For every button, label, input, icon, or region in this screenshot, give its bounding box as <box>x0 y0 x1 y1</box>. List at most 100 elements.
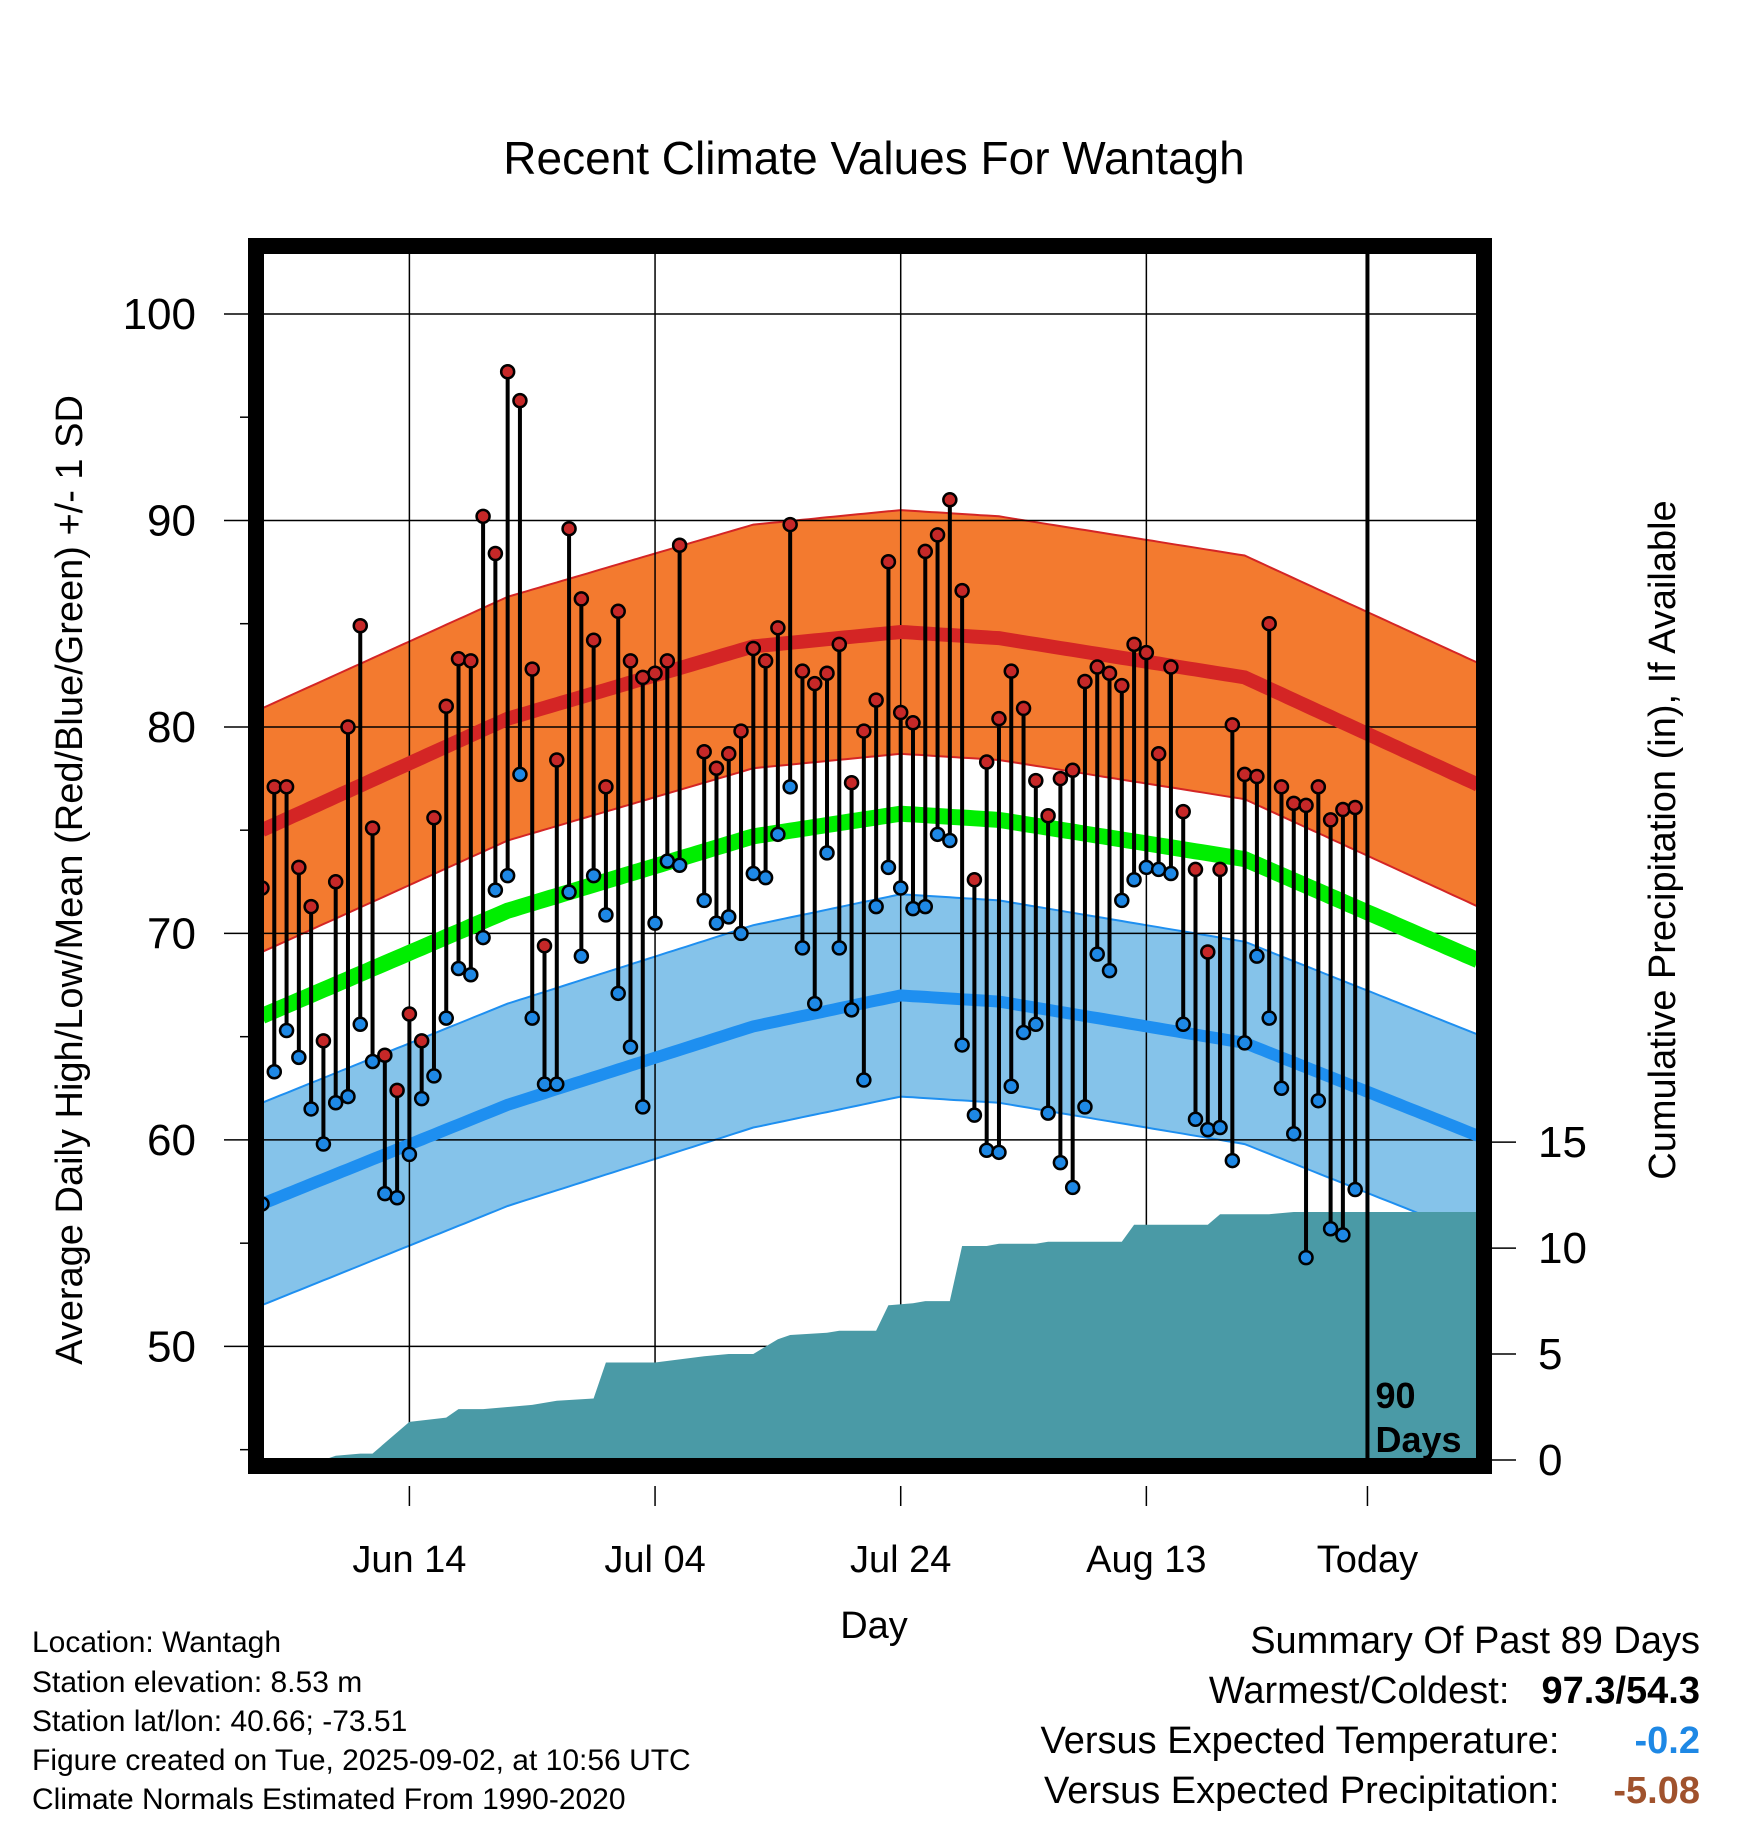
daily-high-point <box>917 543 934 560</box>
daily-high-point <box>696 743 712 760</box>
daily-low-point <box>487 882 504 898</box>
daily-high-point <box>647 665 663 682</box>
daily-low-point <box>929 826 946 843</box>
daily-high-point <box>1298 797 1314 814</box>
daily-low-point <box>1298 1249 1314 1266</box>
daily-high-point <box>291 859 307 876</box>
daily-low-point <box>733 925 749 942</box>
daily-low-point <box>1003 1078 1020 1094</box>
y-axis-label-right: Cumulative Precipitation (in), If Availa… <box>1642 500 1684 1179</box>
summary-heading: Summary Of Past 89 Days <box>1250 1620 1700 1662</box>
daily-low-point <box>278 1022 295 1039</box>
daily-high-point <box>1163 659 1179 675</box>
daily-low-point <box>463 966 479 983</box>
daily-low-point <box>585 867 602 884</box>
y-right-tick-label: 5 <box>1538 1330 1562 1379</box>
daily-high-point <box>401 1006 418 1022</box>
y-left-tick-label: 70 <box>147 909 196 958</box>
daily-high-point <box>512 392 528 409</box>
daily-high-point <box>1236 766 1253 783</box>
daily-high-point <box>585 632 602 648</box>
x-tick-label: Jul 24 <box>850 1539 951 1581</box>
daily-high-point <box>1028 772 1044 789</box>
daily-high-point <box>340 719 356 735</box>
daily-high-point <box>475 508 491 525</box>
plot-frame <box>248 238 1492 1474</box>
daily-low-point <box>1187 1111 1204 1128</box>
x-tick-label: Jul 04 <box>604 1539 705 1581</box>
daily-high-point <box>1077 673 1093 690</box>
station-elevation: Station elevation: 8.53 m <box>32 1666 363 1699</box>
daily-high-point <box>782 516 798 533</box>
today-marker-label: 90 <box>1375 1375 1415 1416</box>
warm-cold-label: Warmest/Coldest: <box>1208 1670 1510 1712</box>
daily-low-point <box>966 1107 983 1123</box>
daily-low-point <box>622 1039 639 1055</box>
daily-high-point <box>819 665 835 682</box>
daily-low-point <box>770 826 786 843</box>
chart-title: Recent Climate Values For Wantagh <box>503 132 1244 184</box>
daily-low-point <box>352 1016 369 1033</box>
temp-value: -0.2 <box>1634 1720 1700 1762</box>
daily-low-point <box>720 909 737 925</box>
daily-low-point <box>303 1101 319 1117</box>
daily-high-point <box>1089 659 1105 675</box>
daily-high-point <box>991 710 1007 727</box>
daily-high-point <box>659 653 676 669</box>
daily-high-point <box>1200 944 1216 960</box>
daily-high-point <box>757 653 774 669</box>
warm-cold-value: 97.3/54.3 <box>1541 1670 1700 1712</box>
daily-high-point <box>942 492 958 508</box>
daily-low-point <box>413 1090 430 1107</box>
daily-low-point <box>917 898 934 915</box>
daily-high-point <box>954 582 970 599</box>
daily-high-point <box>1249 768 1265 785</box>
daily-high-point <box>438 698 454 715</box>
daily-low-point <box>1015 1024 1032 1041</box>
daily-low-point <box>1028 1016 1044 1033</box>
daily-low-point <box>1089 946 1105 962</box>
daily-low-point <box>635 1099 651 1115</box>
y-right-tick-label: 10 <box>1538 1224 1587 1273</box>
daily-low-point <box>1200 1121 1216 1138</box>
daily-high-point <box>929 527 946 543</box>
daily-high-point <box>413 1033 430 1049</box>
daily-low-point <box>524 1010 540 1026</box>
figure-created: Figure created on Tue, 2025-09-02, at 10… <box>32 1744 691 1777</box>
daily-high-point <box>377 1047 393 1064</box>
y-left-tick-label: 90 <box>147 496 196 545</box>
daily-low-point <box>512 766 528 783</box>
daily-low-point <box>1040 1105 1056 1121</box>
daily-low-point <box>1126 871 1142 888</box>
daily-high-point <box>966 871 983 888</box>
daily-high-point <box>880 553 897 570</box>
daily-high-point <box>598 779 614 795</box>
daily-low-point <box>905 900 921 917</box>
x-tick-label: Jun 14 <box>352 1539 466 1581</box>
daily-high-point <box>1187 861 1204 878</box>
daily-low-point <box>315 1136 332 1152</box>
station-location: Location: Wantagh <box>32 1626 282 1659</box>
daily-high-point <box>794 663 811 679</box>
daily-high-point <box>770 620 786 636</box>
daily-low-point <box>1163 865 1179 882</box>
temp-label: Versus Expected Temperature: <box>1040 1720 1560 1762</box>
daily-high-point <box>1114 677 1130 694</box>
daily-low-point <box>1310 1092 1327 1109</box>
daily-high-point <box>549 752 565 768</box>
daily-high-point <box>327 874 344 890</box>
daily-high-point <box>806 675 823 692</box>
daily-low-point <box>696 892 712 909</box>
daily-low-point <box>327 1095 344 1111</box>
x-tick-label: Today <box>1317 1539 1418 1581</box>
daily-high-point <box>1052 770 1069 787</box>
daily-low-point <box>598 907 614 923</box>
daily-low-point <box>1322 1220 1339 1237</box>
daily-low-point <box>573 948 590 964</box>
daily-low-point <box>1138 859 1155 876</box>
daily-high-point <box>1015 700 1032 717</box>
daily-high-point <box>1310 779 1327 795</box>
precip-label: Versus Expected Precipitation: <box>1044 1770 1560 1812</box>
daily-high-point <box>1322 812 1339 828</box>
